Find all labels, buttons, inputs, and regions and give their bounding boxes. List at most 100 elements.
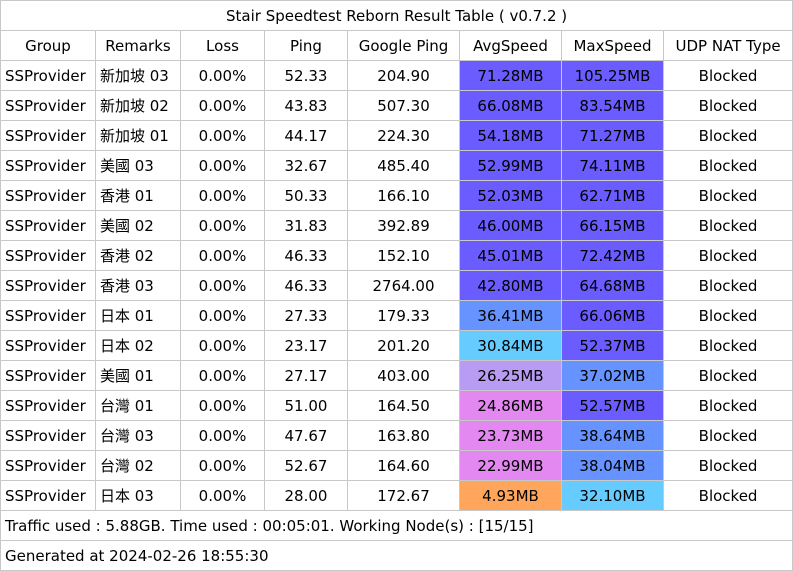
- cell-udp-nat-type: Blocked: [662, 60, 793, 91]
- cell-ping: 51.00: [264, 390, 348, 421]
- cell-avg-speed: 24.86MB: [459, 390, 562, 421]
- cell-avg-speed: 66.08MB: [459, 90, 562, 121]
- cell-google-ping: 507.30: [347, 90, 460, 121]
- cell-udp-nat-type: Blocked: [662, 270, 793, 301]
- cell-remarks: 日本 01: [95, 300, 181, 331]
- table-row: SSProvider 台灣 03 0.00% 47.67 163.80 23.73MB 38…: [0, 420, 793, 451]
- traffic-summary: Traffic used : 5.88GB. Time used : 00:05…: [0, 510, 793, 541]
- cell-remarks: 日本 03: [95, 480, 181, 511]
- header-remarks: Remarks: [95, 30, 181, 61]
- cell-loss: 0.00%: [180, 480, 265, 511]
- cell-avg-speed: 42.80MB: [459, 270, 562, 301]
- cell-max-speed: 37.02MB: [561, 360, 664, 391]
- cell-max-speed: 52.57MB: [561, 390, 664, 421]
- table-row: SSProvider 美國 03 0.00% 32.67 485.40 52.99MB 74…: [0, 150, 793, 181]
- table-row: SSProvider 香港 01 0.00% 50.33 166.10 52.03MB 62…: [0, 180, 793, 211]
- cell-avg-speed: 71.28MB: [459, 60, 562, 91]
- cell-group: SSProvider: [0, 60, 96, 91]
- cell-ping: 27.17: [264, 360, 348, 391]
- cell-group: SSProvider: [0, 390, 96, 421]
- cell-remarks: 美國 03: [95, 150, 181, 181]
- cell-avg-speed: 30.84MB: [459, 330, 562, 361]
- cell-max-speed: 74.11MB: [561, 150, 664, 181]
- cell-loss: 0.00%: [180, 450, 265, 481]
- cell-avg-speed: 52.03MB: [459, 180, 562, 211]
- cell-max-speed: 64.68MB: [561, 270, 664, 301]
- header-group: Group: [0, 30, 96, 61]
- cell-group: SSProvider: [0, 210, 96, 241]
- cell-google-ping: 201.20: [347, 330, 460, 361]
- table-row: SSProvider 台灣 01 0.00% 51.00 164.50 24.86MB 52…: [0, 390, 793, 421]
- cell-group: SSProvider: [0, 120, 96, 151]
- cell-google-ping: 152.10: [347, 240, 460, 271]
- table-row: SSProvider 香港 02 0.00% 46.33 152.10 45.01MB 72…: [0, 240, 793, 271]
- cell-group: SSProvider: [0, 270, 96, 301]
- cell-loss: 0.00%: [180, 390, 265, 421]
- cell-udp-nat-type: Blocked: [662, 360, 793, 391]
- cell-google-ping: 164.50: [347, 390, 460, 421]
- cell-loss: 0.00%: [180, 90, 265, 121]
- header-row: Group Remarks Loss Ping Google Ping AvgS…: [0, 30, 793, 61]
- title-row: Stair Speedtest Reborn Result Table ( v0…: [0, 0, 793, 31]
- cell-ping: 47.67: [264, 420, 348, 451]
- cell-google-ping: 485.40: [347, 150, 460, 181]
- cell-loss: 0.00%: [180, 360, 265, 391]
- cell-udp-nat-type: Blocked: [662, 450, 793, 481]
- cell-avg-speed: 54.18MB: [459, 120, 562, 151]
- header-avg-speed: AvgSpeed: [459, 30, 562, 61]
- cell-remarks: 台灣 01: [95, 390, 181, 421]
- table-row: SSProvider 新加坡 03 0.00% 52.33 204.90 71.28MB 1…: [0, 60, 793, 91]
- cell-google-ping: 392.89: [347, 210, 460, 241]
- footer-generated-row: Generated at 2024-02-26 18:55:30: [0, 540, 793, 571]
- generated-timestamp: Generated at 2024-02-26 18:55:30: [0, 540, 793, 571]
- cell-avg-speed: 36.41MB: [459, 300, 562, 331]
- cell-remarks: 新加坡 02: [95, 90, 181, 121]
- cell-max-speed: 38.04MB: [561, 450, 664, 481]
- cell-loss: 0.00%: [180, 270, 265, 301]
- table-row: SSProvider 日本 03 0.00% 28.00 172.67 4.93MB 32.…: [0, 480, 793, 511]
- header-google-ping: Google Ping: [347, 30, 460, 61]
- cell-udp-nat-type: Blocked: [662, 300, 793, 331]
- cell-loss: 0.00%: [180, 420, 265, 451]
- cell-ping: 44.17: [264, 120, 348, 151]
- table-row: SSProvider 美國 01 0.00% 27.17 403.00 26.25MB 37…: [0, 360, 793, 391]
- cell-google-ping: 163.80: [347, 420, 460, 451]
- cell-group: SSProvider: [0, 90, 96, 121]
- cell-max-speed: 83.54MB: [561, 90, 664, 121]
- cell-max-speed: 72.42MB: [561, 240, 664, 271]
- cell-ping: 32.67: [264, 150, 348, 181]
- cell-avg-speed: 52.99MB: [459, 150, 562, 181]
- cell-remarks: 香港 01: [95, 180, 181, 211]
- cell-loss: 0.00%: [180, 210, 265, 241]
- cell-ping: 43.83: [264, 90, 348, 121]
- header-max-speed: MaxSpeed: [561, 30, 664, 61]
- cell-ping: 52.33: [264, 60, 348, 91]
- cell-google-ping: 166.10: [347, 180, 460, 211]
- cell-ping: 23.17: [264, 330, 348, 361]
- cell-max-speed: 66.06MB: [561, 300, 664, 331]
- cell-remarks: 美國 01: [95, 360, 181, 391]
- cell-max-speed: 52.37MB: [561, 330, 664, 361]
- cell-google-ping: 2764.00: [347, 270, 460, 301]
- cell-loss: 0.00%: [180, 60, 265, 91]
- cell-remarks: 新加坡 01: [95, 120, 181, 151]
- cell-max-speed: 62.71MB: [561, 180, 664, 211]
- cell-group: SSProvider: [0, 240, 96, 271]
- table-row: SSProvider 香港 03 0.00% 46.33 2764.00 42.80MB 6…: [0, 270, 793, 301]
- cell-ping: 27.33: [264, 300, 348, 331]
- cell-max-speed: 38.64MB: [561, 420, 664, 451]
- cell-loss: 0.00%: [180, 300, 265, 331]
- table-row: SSProvider 新加坡 02 0.00% 43.83 507.30 66.08MB 8…: [0, 90, 793, 121]
- cell-remarks: 香港 02: [95, 240, 181, 271]
- cell-group: SSProvider: [0, 480, 96, 511]
- cell-group: SSProvider: [0, 420, 96, 451]
- cell-remarks: 新加坡 03: [95, 60, 181, 91]
- header-udp-nat-type: UDP NAT Type: [662, 30, 793, 61]
- footer-traffic-row: Traffic used : 5.88GB. Time used : 00:05…: [0, 510, 793, 541]
- cell-google-ping: 403.00: [347, 360, 460, 391]
- table-row: SSProvider 新加坡 01 0.00% 44.17 224.30 54.18MB 7…: [0, 120, 793, 151]
- cell-max-speed: 32.10MB: [561, 480, 664, 511]
- cell-google-ping: 179.33: [347, 300, 460, 331]
- cell-google-ping: 164.60: [347, 450, 460, 481]
